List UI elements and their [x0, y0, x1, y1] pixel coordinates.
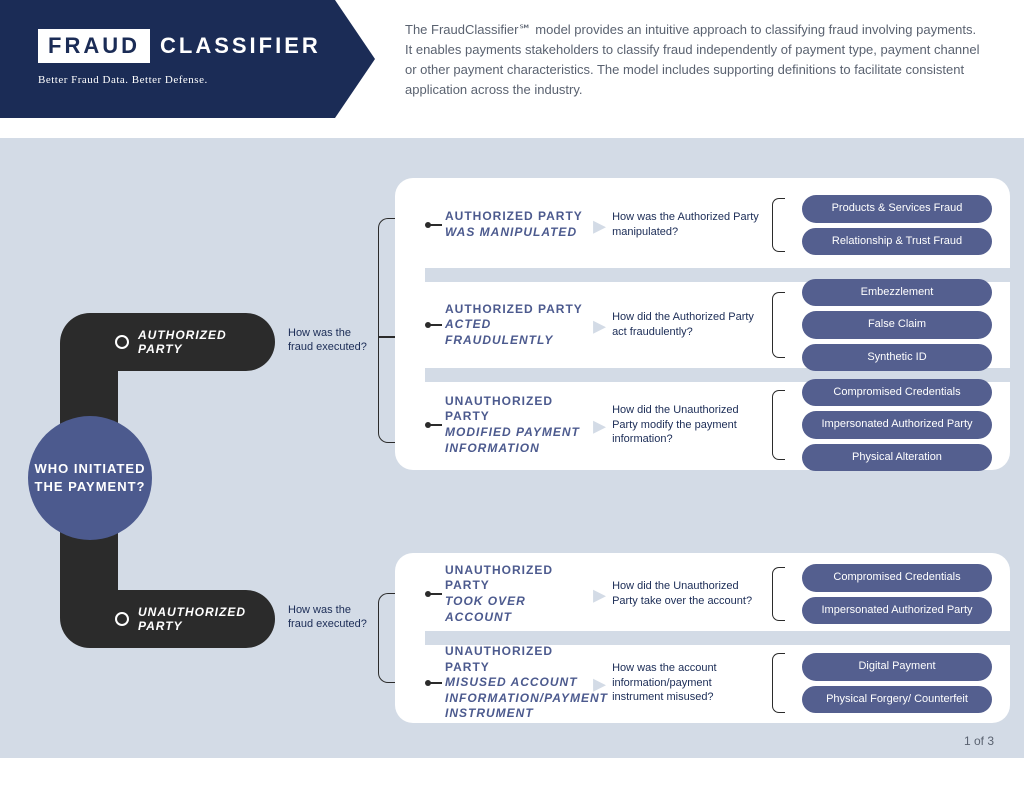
- row-acted-fraudulently: AUTHORIZED PARTY ACTED FRAUDULENTLY ▸ Ho…: [395, 284, 1010, 366]
- pill: Physical Alteration: [802, 444, 992, 471]
- branch-authorized: AUTHORIZED PARTY: [90, 313, 275, 371]
- bridge-question-authorized: How was the fraud executed?: [288, 326, 378, 355]
- pill: Impersonated Authorized Party: [802, 411, 992, 438]
- intro-paragraph: The FraudClassifier℠ model provides an i…: [405, 20, 985, 101]
- branch-unauthorized: UNAUTHORIZED PARTY: [90, 590, 275, 648]
- bridge-question-unauthorized: How was the fraud executed?: [288, 603, 378, 632]
- pill: Products & Services Fraud: [802, 195, 992, 222]
- logo-word-fraud: FRAUD: [38, 29, 150, 63]
- diagram: AUTHORIZED PARTY UNAUTHORIZED PARTY WHO …: [0, 138, 1024, 758]
- pill: Compromised Credentials: [802, 564, 992, 591]
- spacer: [425, 631, 1010, 645]
- logo-word-classifier: CLASSIFIER: [150, 29, 331, 63]
- pill-column: Compromised Credentials Impersonated Aut…: [792, 564, 1010, 623]
- center-question: WHO INITIATED THE PAYMENT?: [28, 416, 152, 540]
- bracket-unauthorized: [378, 593, 396, 683]
- row-misused-account: UNAUTHORIZED PARTY MISUSED ACCOUNT INFOR…: [395, 645, 1010, 721]
- page-indicator: 1 of 3: [964, 734, 994, 748]
- center-question-text: WHO INITIATED THE PAYMENT?: [28, 460, 152, 495]
- pill: Digital Payment: [802, 653, 992, 680]
- header-banner: FRAUD CLASSIFIER Better Fraud Data. Bett…: [0, 0, 335, 118]
- bracket-icon: [772, 559, 786, 629]
- row-question: How did the Unauthorized Party take over…: [612, 579, 772, 609]
- pill: Physical Forgery/ Counterfeit: [802, 686, 992, 713]
- group-authorized: AUTHORIZED PARTY WAS MANIPULATED ▸ How w…: [395, 178, 1010, 470]
- row-took-over-account: UNAUTHORIZED PARTY TOOK OVER ACCOUNT ▸ H…: [395, 559, 1010, 629]
- row-label: UNAUTHORIZED PARTY MODIFIED PAYMENT INFO…: [395, 394, 595, 456]
- branch-unauthorized-label: UNAUTHORIZED PARTY: [138, 605, 275, 634]
- row-question: How did the Authorized Party act fraudul…: [612, 310, 772, 340]
- row-question: How was the Authorized Party manipulated…: [612, 210, 772, 240]
- bracket-icon: [772, 284, 786, 366]
- row-label: AUTHORIZED PARTY ACTED FRAUDULENTLY: [395, 302, 595, 349]
- bracket-icon: [772, 190, 786, 260]
- row-question: How did the Unauthorized Party modify th…: [612, 403, 772, 448]
- pill: False Claim: [802, 311, 992, 338]
- group-unauthorized: UNAUTHORIZED PARTY TOOK OVER ACCOUNT ▸ H…: [395, 553, 1010, 723]
- pill-column: Digital Payment Physical Forgery/ Counte…: [792, 653, 1010, 712]
- row-modified-payment: UNAUTHORIZED PARTY MODIFIED PAYMENT INFO…: [395, 382, 1010, 468]
- row-manipulated: AUTHORIZED PARTY WAS MANIPULATED ▸ How w…: [395, 190, 1010, 260]
- pill-column: Compromised Credentials Impersonated Aut…: [792, 379, 1010, 471]
- pill-column: Embezzlement False Claim Synthetic ID: [792, 279, 1010, 371]
- bracket-authorized: [378, 218, 396, 443]
- bracket-icon: [772, 645, 786, 721]
- logo: FRAUD CLASSIFIER: [38, 28, 331, 64]
- pill: Relationship & Trust Fraud: [802, 228, 992, 255]
- row-label: AUTHORIZED PARTY WAS MANIPULATED: [395, 209, 595, 240]
- row-label: UNAUTHORIZED PARTY TOOK OVER ACCOUNT: [395, 563, 595, 625]
- pill: Compromised Credentials: [802, 379, 992, 406]
- row-question: How was the account information/payment …: [612, 661, 772, 706]
- bracket-icon: [772, 382, 786, 468]
- pill-column: Products & Services Fraud Relationship &…: [792, 195, 1010, 254]
- pill: Impersonated Authorized Party: [802, 597, 992, 624]
- pill: Synthetic ID: [802, 344, 992, 371]
- row-label: UNAUTHORIZED PARTY MISUSED ACCOUNT INFOR…: [395, 644, 595, 722]
- branch-authorized-label: AUTHORIZED PARTY: [138, 328, 275, 357]
- tagline: Better Fraud Data. Better Defense.: [38, 74, 335, 86]
- pill: Embezzlement: [802, 279, 992, 306]
